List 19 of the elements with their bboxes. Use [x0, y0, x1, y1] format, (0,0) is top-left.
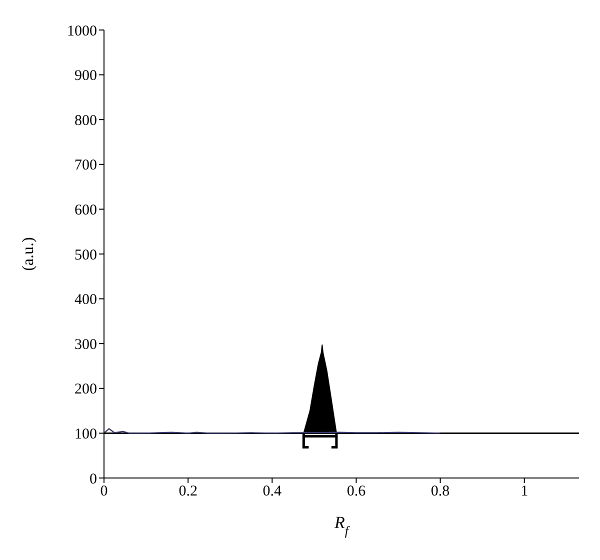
y-tick-label: 300 [74, 336, 97, 353]
y-tick-label: 100 [74, 426, 97, 443]
y-tick-label: 600 [74, 202, 97, 219]
y-tick-label: 700 [74, 158, 97, 174]
y-tick-label: 0 [90, 471, 97, 488]
y-tick-label: 900 [74, 68, 97, 84]
y-tick-label: 400 [74, 292, 97, 308]
y-tick-label: 800 [74, 112, 97, 129]
x-tick-label: 0 [100, 484, 108, 500]
x-tick-label: 0.2 [178, 484, 198, 500]
y-tick-label: 500 [74, 247, 97, 264]
x-tick-label: 0.6 [346, 484, 366, 500]
x-tick-label: 0.8 [430, 484, 450, 500]
x-tick-label: 1 [520, 484, 528, 500]
y-tick-label: 1000 [67, 23, 97, 40]
y-axis-title: (a.u.) [20, 237, 37, 271]
y-tick-label: 200 [74, 382, 97, 398]
x-tick-label: 0.4 [262, 484, 282, 500]
x-axis-title: R$_{f}$ [334, 513, 351, 538]
